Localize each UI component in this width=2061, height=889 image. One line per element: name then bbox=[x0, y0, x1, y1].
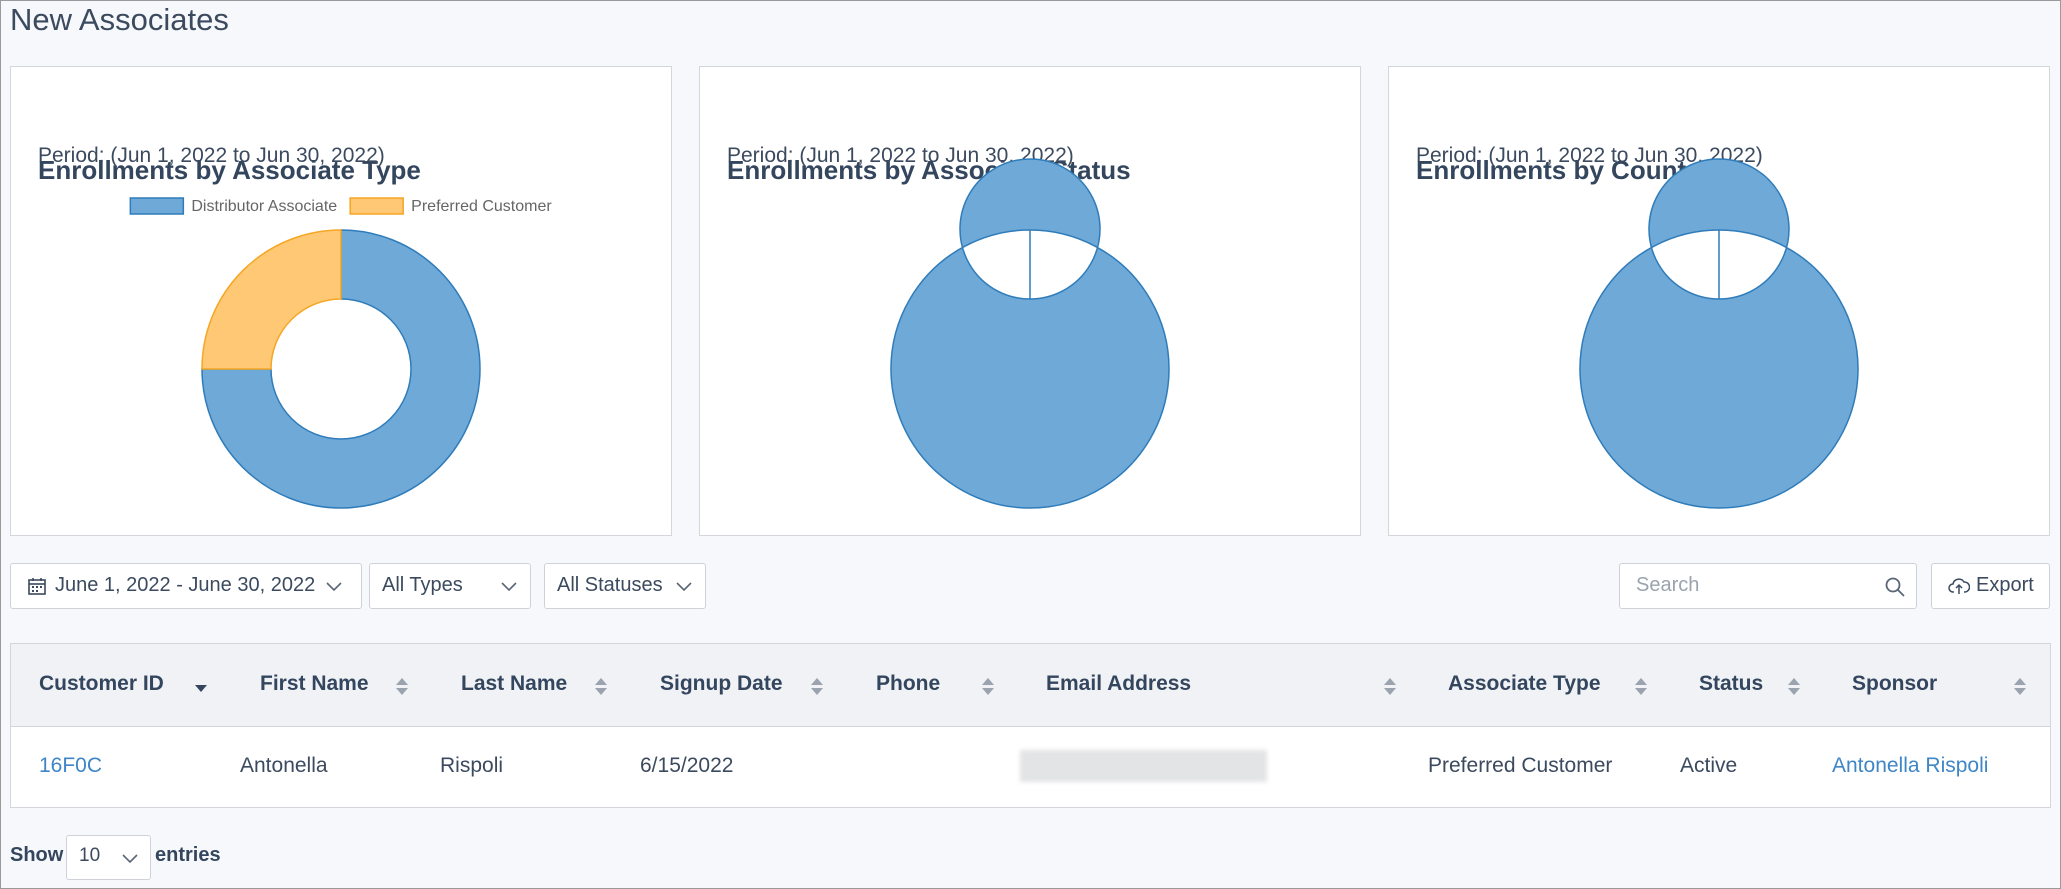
chevron bbox=[122, 854, 138, 864]
column-header[interactable]: Last Name bbox=[461, 672, 568, 695]
cell: Active bbox=[1680, 754, 1738, 777]
sort-icon bbox=[595, 678, 607, 695]
legend-label: Preferred Customer bbox=[411, 198, 552, 215]
chart-title: Enrollments by Associate Type bbox=[38, 155, 421, 185]
column-header[interactable]: Email Address bbox=[1046, 672, 1192, 695]
column-header[interactable]: Status bbox=[1699, 672, 1764, 695]
legend-swatch bbox=[129, 197, 185, 215]
chart-panel: Enrollments by Country Period: (Jun 1, 2… bbox=[1388, 66, 2050, 536]
sort-icon bbox=[1788, 678, 1800, 695]
blurred-email bbox=[1020, 750, 1267, 782]
column-header[interactable]: Associate Type bbox=[1448, 672, 1601, 695]
legend: Distributor Associate Preferred Customer bbox=[129, 197, 552, 215]
chart-panel: Enrollments by Associate Status Period: … bbox=[699, 66, 1361, 536]
column-header[interactable]: Customer ID bbox=[39, 672, 164, 695]
chevron bbox=[326, 582, 342, 592]
page-title: New Associates bbox=[10, 2, 229, 37]
chart-svg: Active bbox=[890, 158, 1170, 509]
sort-icon bbox=[2014, 678, 2026, 695]
customer-id-link[interactable]: 16F0C bbox=[39, 754, 103, 777]
column-header[interactable]: First Name bbox=[260, 672, 369, 695]
cell: Antonella bbox=[240, 754, 328, 777]
donut-slice bbox=[201, 229, 342, 370]
donut-slice bbox=[201, 229, 481, 509]
type-filter[interactable]: All Types bbox=[369, 563, 531, 609]
sort-desc-icon bbox=[195, 685, 207, 692]
data-table: Customer ID First Name Last Name Signup … bbox=[10, 643, 2051, 808]
sort-icon bbox=[811, 678, 823, 695]
show-label: Show bbox=[10, 844, 64, 866]
date-range-filter[interactable]: June 1, 2022 - June 30, 2022 bbox=[10, 563, 362, 609]
legend-swatch bbox=[349, 197, 404, 215]
sort-icon bbox=[1384, 678, 1396, 695]
donut-slice bbox=[1579, 158, 1859, 509]
chart-svg: Distributor Associate Preferred Customer bbox=[129, 197, 552, 509]
cell: Preferred Customer bbox=[1428, 754, 1613, 777]
search-icon bbox=[1885, 577, 1905, 597]
calendar-icon bbox=[28, 578, 46, 595]
chevron bbox=[501, 582, 517, 592]
legend-label: Distributor Associate bbox=[191, 198, 337, 215]
type-filter-text: All Types bbox=[382, 574, 463, 596]
column-header[interactable]: Signup Date bbox=[660, 672, 783, 695]
export-button[interactable]: Export bbox=[1931, 563, 2050, 609]
chevron bbox=[676, 582, 692, 592]
sort-icon bbox=[1635, 678, 1647, 695]
column-header[interactable]: Sponsor bbox=[1852, 672, 1938, 695]
sponsor-link[interactable]: Antonella Rispoli bbox=[1832, 754, 1989, 777]
export-text: Export bbox=[1976, 574, 2034, 596]
cloud-upload-icon bbox=[1948, 578, 1970, 594]
search-box[interactable]: Search bbox=[1619, 563, 1917, 609]
sort-icon bbox=[396, 678, 408, 695]
entries-label: entries bbox=[155, 844, 221, 866]
search-placeholder: Search bbox=[1636, 574, 1700, 596]
page-size-select[interactable]: 10 bbox=[66, 835, 151, 880]
chart-svg: us bbox=[1579, 158, 1859, 509]
table-header: Customer ID First Name Last Name Signup … bbox=[11, 644, 2050, 727]
column-header[interactable]: Phone bbox=[876, 672, 941, 695]
page-size-text: 10 bbox=[79, 845, 101, 866]
chart-title: Enrollments by Country bbox=[1416, 155, 1711, 185]
chart-panel: Enrollments by Associate Type Period: (J… bbox=[10, 66, 672, 536]
donut-slice bbox=[890, 158, 1170, 509]
status-filter-text: All Statuses bbox=[557, 574, 663, 596]
chart-subtitle: Period: (Jun 1, 2022 to Jun 30, 2022) bbox=[38, 144, 385, 167]
chart-subtitle: Period: (Jun 1, 2022 to Jun 30, 2022) bbox=[1416, 144, 1763, 167]
status-filter[interactable]: All Statuses bbox=[544, 563, 706, 609]
cell: Rispoli bbox=[440, 754, 504, 777]
chart-subtitle: Period: (Jun 1, 2022 to Jun 30, 2022) bbox=[727, 144, 1074, 167]
sort-icon bbox=[982, 678, 994, 695]
cell: 6/15/2022 bbox=[640, 754, 734, 777]
date-range-text: June 1, 2022 - June 30, 2022 bbox=[55, 574, 316, 596]
